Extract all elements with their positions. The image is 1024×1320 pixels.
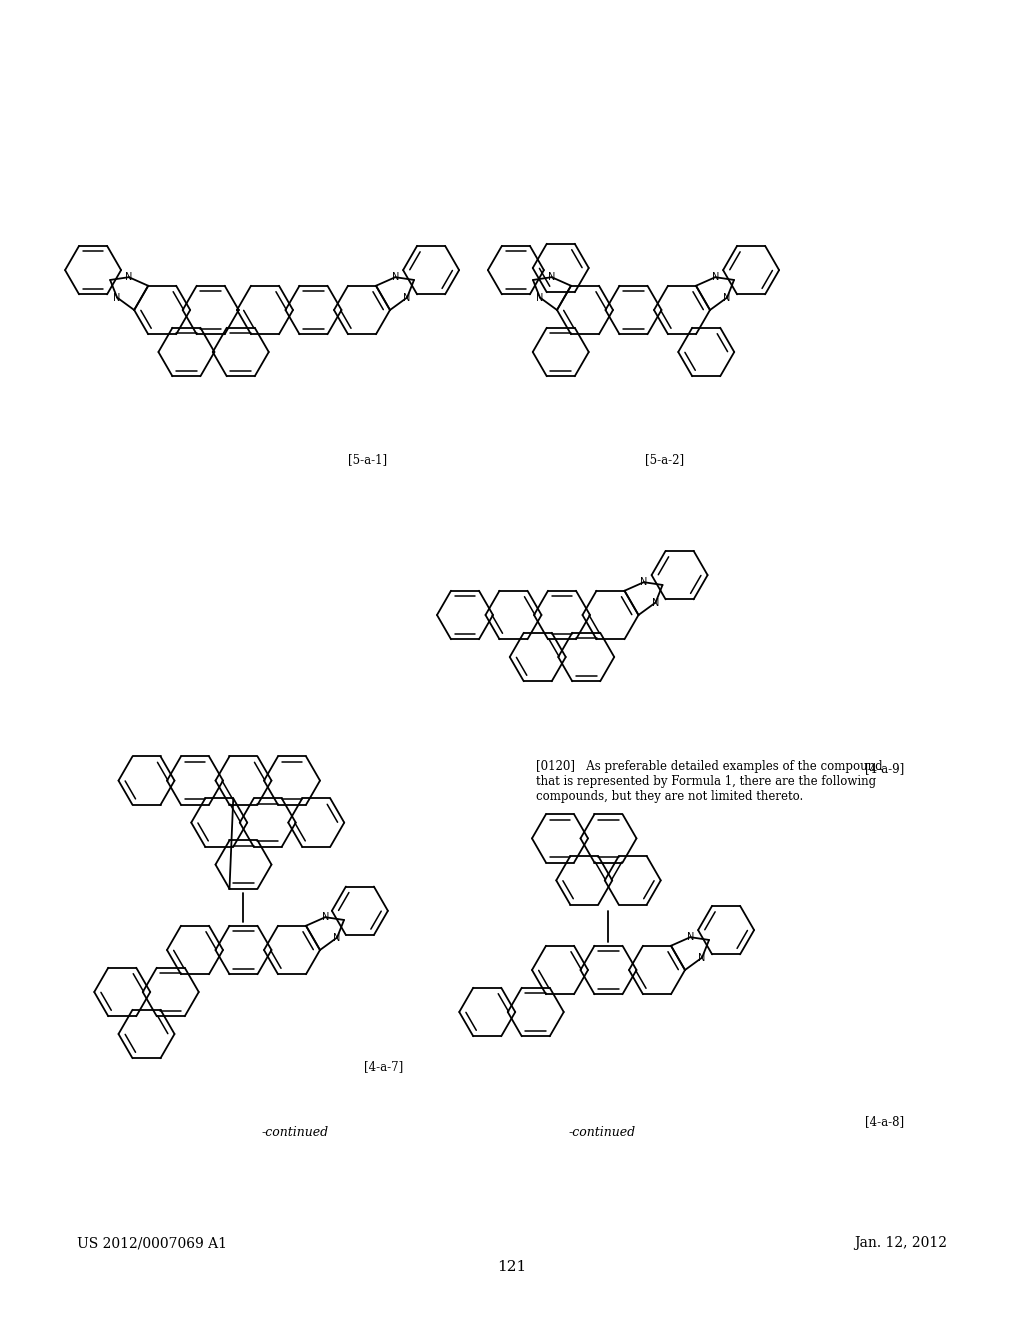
Text: N: N (712, 272, 719, 282)
Text: N: N (322, 912, 329, 923)
Text: N: N (723, 293, 731, 302)
Text: N: N (125, 272, 132, 282)
Text: N: N (391, 272, 399, 282)
Text: [4-a-8]: [4-a-8] (865, 1115, 904, 1129)
Text: N: N (114, 293, 121, 302)
Text: N: N (548, 272, 555, 282)
Text: [5-a-2]: [5-a-2] (645, 453, 684, 466)
Text: N: N (640, 577, 647, 587)
Text: N: N (652, 598, 659, 607)
Text: Jan. 12, 2012: Jan. 12, 2012 (854, 1237, 947, 1250)
Text: US 2012/0007069 A1: US 2012/0007069 A1 (77, 1237, 226, 1250)
Text: -continued: -continued (261, 1126, 329, 1139)
Text: -continued: -continued (568, 1126, 636, 1139)
Text: [4-a-9]: [4-a-9] (865, 762, 904, 775)
Text: N: N (687, 932, 694, 942)
Text: [4-a-7]: [4-a-7] (364, 1060, 402, 1073)
Text: [0120]   As preferable detailed examples of the compound
that is represented by : [0120] As preferable detailed examples o… (536, 760, 883, 804)
Text: 121: 121 (498, 1261, 526, 1274)
Text: N: N (403, 293, 411, 302)
Text: N: N (334, 932, 341, 942)
Text: N: N (537, 293, 544, 302)
Text: [5-a-1]: [5-a-1] (348, 453, 387, 466)
Text: N: N (698, 953, 706, 962)
